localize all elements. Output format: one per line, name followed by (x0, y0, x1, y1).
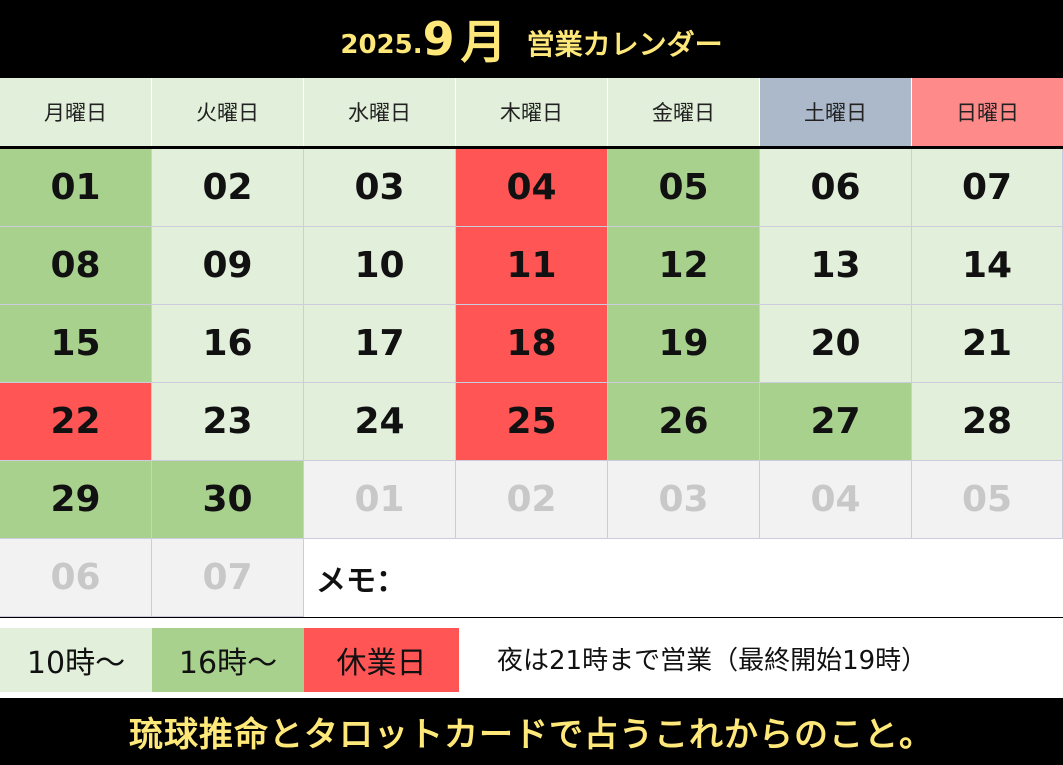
weekday-sun: 日曜日 (912, 78, 1063, 146)
day-cell: 09 (152, 227, 304, 305)
weeks-container: 01 02 03 04 05 06 07 08 09 10 11 12 13 14 15 16 17 18 19 20… (0, 149, 1063, 539)
day-cell: 10 (304, 227, 456, 305)
day-cell: 18 (456, 305, 608, 383)
header-divider (0, 146, 1063, 149)
day-cell: 02 (456, 461, 608, 539)
legend: 10時～ 16時～ 休業日 夜は21時まで営業（最終開始19時） (0, 618, 1063, 698)
day-cell: 01 (304, 461, 456, 539)
day-cell: 23 (152, 383, 304, 461)
day-cell: 12 (608, 227, 760, 305)
week-row: 29 30 01 02 03 04 05 (0, 461, 1063, 539)
header-title: 営業カレンダー (526, 28, 723, 61)
legend-10pm-open: 10時～ (0, 628, 152, 692)
day-cell: 17 (304, 305, 456, 383)
day-cell: 13 (760, 227, 912, 305)
day-cell: 04 (456, 149, 608, 227)
day-cell: 05 (608, 149, 760, 227)
header-month-unit: 月 (460, 15, 507, 69)
weekday-wed: 水曜日 (304, 78, 456, 146)
weekday-tue: 火曜日 (152, 78, 304, 146)
day-cell: 25 (456, 383, 608, 461)
footer-tagline: 琉球推命とタロットカードで占うこれからのこと。 (0, 698, 1063, 765)
week-row: 22 23 24 25 26 27 28 (0, 383, 1063, 461)
legend-closed: 休業日 (304, 628, 459, 692)
day-cell: 29 (0, 461, 152, 539)
day-cell: 14 (912, 227, 1063, 305)
calendar-header: 2025. 9 月 営業カレンダー (0, 0, 1063, 78)
day-cell: 05 (912, 461, 1063, 539)
day-cell: 08 (0, 227, 152, 305)
day-cell: 04 (760, 461, 912, 539)
week-row: 01 02 03 04 05 06 07 (0, 149, 1063, 227)
day-cell: 26 (608, 383, 760, 461)
memo-row: 06 07 メモ： (0, 539, 1063, 617)
day-cell: 11 (456, 227, 608, 305)
header-month: 9 (422, 12, 455, 66)
day-cell: 22 (0, 383, 152, 461)
day-cell: 19 (608, 305, 760, 383)
day-cell: 01 (0, 149, 152, 227)
memo-label: メモ： (304, 539, 1063, 617)
day-cell: 15 (0, 305, 152, 383)
weekday-sat: 土曜日 (760, 78, 912, 146)
weekday-thu: 木曜日 (456, 78, 608, 146)
weekday-header-row: 月曜日 火曜日 水曜日 木曜日 金曜日 土曜日 日曜日 (0, 78, 1063, 146)
day-cell: 03 (304, 149, 456, 227)
day-cell: 03 (608, 461, 760, 539)
legend-16-open: 16時～ (152, 628, 304, 692)
day-cell: 07 (152, 539, 304, 617)
day-cell: 06 (760, 149, 912, 227)
calendar-grid: 月曜日 火曜日 水曜日 木曜日 金曜日 土曜日 日曜日 01 02 03 04 05 06… (0, 78, 1063, 621)
day-cell: 16 (152, 305, 304, 383)
day-cell: 02 (152, 149, 304, 227)
day-cell: 07 (912, 149, 1063, 227)
weekday-fri: 金曜日 (608, 78, 760, 146)
day-cell: 21 (912, 305, 1063, 383)
day-cell: 28 (912, 383, 1063, 461)
header-year: 2025. (340, 30, 423, 60)
week-row: 08 09 10 11 12 13 14 (0, 227, 1063, 305)
day-cell: 30 (152, 461, 304, 539)
legend-note: 夜は21時まで営業（最終開始19時） (497, 645, 928, 676)
weekday-mon: 月曜日 (0, 78, 152, 146)
day-cell: 27 (760, 383, 912, 461)
day-cell: 06 (0, 539, 152, 617)
day-cell: 24 (304, 383, 456, 461)
week-row: 15 16 17 18 19 20 21 (0, 305, 1063, 383)
day-cell: 20 (760, 305, 912, 383)
